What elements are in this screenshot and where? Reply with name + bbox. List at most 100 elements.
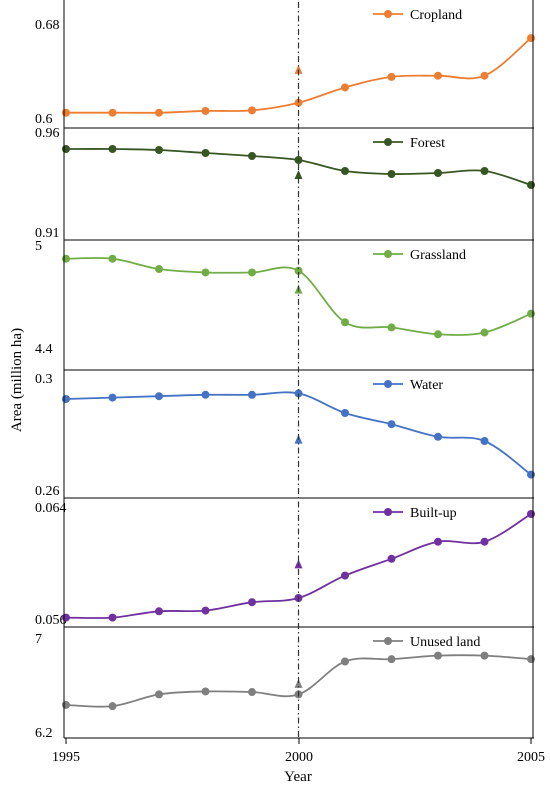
- legend-unused-land: Unused land: [373, 635, 480, 650]
- y-tick-label: 0.056: [35, 613, 67, 628]
- legend-label: Built-up: [410, 506, 457, 521]
- data-point-built-up: [155, 607, 163, 616]
- data-point-unused-land: [62, 700, 70, 709]
- data-point-water: [155, 392, 163, 401]
- panel-grassland: 4.4 5 Grassland: [35, 239, 535, 371]
- data-point-cropland: [387, 72, 396, 81]
- data-point-cropland: [108, 108, 117, 117]
- legend-water: Water: [373, 378, 443, 393]
- data-point-grassland: [527, 309, 535, 318]
- panel-unused-land: 6.2 7 Unused land: [35, 632, 535, 741]
- data-point-water: [108, 393, 117, 402]
- legend-cropland: Cropland: [373, 8, 462, 23]
- legend-marker: [384, 138, 392, 146]
- panels-group: 0.6 0.68 Cropland 0.91 0.96 Forest 4.4 5 Grassla…: [35, 8, 535, 741]
- data-point-cropland: [201, 106, 210, 115]
- data-point-forest: [434, 169, 442, 177]
- data-point-forest: [387, 170, 396, 178]
- data-point-grassland: [294, 266, 303, 275]
- y-tick-label: 0.6: [35, 112, 53, 127]
- y-tick-label: 0.064: [35, 501, 67, 516]
- x-tick-label-1995: 1995: [52, 750, 80, 765]
- data-point-unused-land: [387, 655, 396, 664]
- y-tick-label: 7: [35, 632, 42, 647]
- panel-water: 0.26 0.3 Water: [35, 372, 535, 499]
- data-point-cropland: [434, 71, 442, 80]
- y-tick-label: 0.3: [35, 372, 53, 387]
- legend-label: Water: [410, 378, 443, 393]
- y-tick-label: 0.91: [35, 226, 60, 241]
- x-tick-label-2005: 2005: [517, 750, 545, 765]
- data-point-grassland: [341, 318, 349, 327]
- data-point-built-up: [201, 606, 210, 615]
- legend-marker: [384, 380, 392, 388]
- data-point-built-up: [387, 554, 396, 563]
- legend-grassland: Grassland: [373, 248, 466, 263]
- data-point-grassland: [387, 323, 396, 332]
- legend-marker: [384, 250, 392, 258]
- data-point-built-up: [248, 598, 256, 607]
- triangle-marker-cropland: [294, 64, 303, 74]
- data-point-water: [527, 470, 535, 479]
- y-tick-label: 6.2: [35, 726, 53, 741]
- legend-built-up: Built-up: [373, 506, 457, 521]
- data-point-grassland: [201, 268, 210, 277]
- data-point-unused-land: [341, 657, 349, 666]
- data-point-grassland: [155, 265, 163, 274]
- data-point-unused-land: [434, 651, 442, 660]
- legend-label: Cropland: [410, 8, 462, 23]
- data-point-unused-land: [108, 702, 117, 711]
- data-point-water: [387, 420, 396, 429]
- data-point-forest: [248, 152, 256, 160]
- data-point-water: [434, 432, 442, 441]
- data-point-cropland: [341, 83, 349, 92]
- data-point-water: [294, 389, 303, 398]
- legend-forest: Forest: [373, 136, 445, 151]
- legend-label: Grassland: [410, 248, 466, 263]
- data-point-unused-land: [527, 655, 535, 664]
- data-point-unused-land: [155, 690, 163, 699]
- y-tick-label: 0.96: [35, 126, 60, 141]
- data-point-cropland: [62, 108, 70, 117]
- data-point-cropland: [155, 108, 163, 117]
- y-tick-label: 0.68: [35, 18, 60, 33]
- data-point-unused-land: [248, 688, 256, 697]
- triangle-marker-unused-land: [294, 678, 303, 688]
- data-point-grassland: [480, 328, 489, 337]
- y-tick-label: 5: [35, 239, 42, 254]
- panel-cropland: 0.6 0.68 Cropland: [35, 8, 535, 129]
- x-axis-title: Year: [284, 769, 312, 785]
- panel-built-up: 0.056 0.064 Built-up: [35, 501, 535, 628]
- legend-label: Forest: [410, 136, 445, 151]
- data-point-cropland: [480, 71, 489, 80]
- data-point-forest: [108, 145, 117, 153]
- panel-forest: 0.91 0.96 Forest: [35, 126, 535, 241]
- legend-label: Unused land: [410, 635, 480, 650]
- data-point-forest: [480, 167, 489, 175]
- data-point-unused-land: [480, 651, 489, 660]
- data-point-forest: [201, 149, 210, 157]
- legend-marker: [384, 508, 392, 516]
- data-point-grassland: [434, 330, 442, 339]
- data-point-cropland: [248, 106, 256, 115]
- data-point-built-up: [62, 613, 70, 622]
- data-point-water: [62, 395, 70, 403]
- x-tick-label-2000: 2000: [285, 750, 313, 765]
- data-point-grassland: [62, 254, 70, 263]
- y-tick-label: 0.26: [35, 484, 60, 499]
- data-point-water: [341, 409, 349, 417]
- data-point-water: [201, 390, 210, 399]
- y-axis-title: Area (million ha): [9, 328, 25, 432]
- data-point-water: [480, 437, 489, 445]
- data-point-grassland: [108, 254, 117, 263]
- data-point-unused-land: [201, 687, 210, 696]
- data-point-forest: [341, 167, 349, 175]
- data-point-built-up: [480, 537, 489, 546]
- data-point-built-up: [108, 613, 117, 622]
- data-point-forest: [62, 145, 70, 153]
- data-point-forest: [155, 146, 163, 154]
- data-point-cropland: [527, 34, 535, 43]
- data-point-built-up: [434, 537, 442, 546]
- data-point-cropland: [294, 98, 303, 107]
